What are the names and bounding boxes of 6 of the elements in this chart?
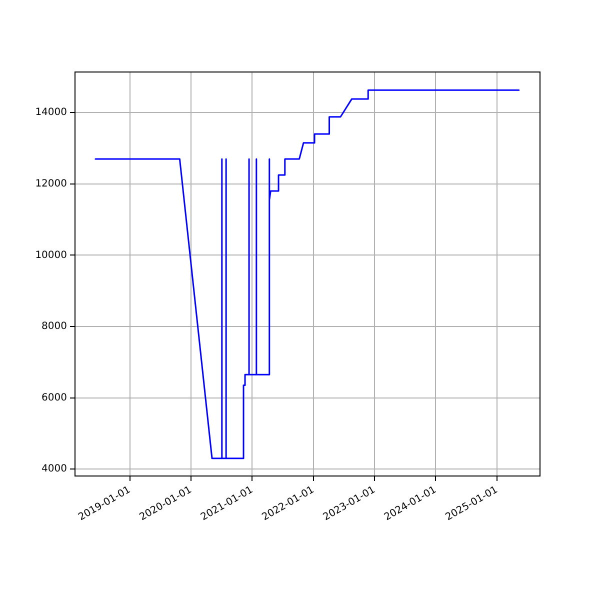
y-tick-label: 12000	[35, 178, 67, 190]
y-tick-label: 10000	[35, 250, 67, 261]
y-tick-label: 4000	[42, 464, 67, 475]
y-tick-label: 14000	[35, 107, 67, 118]
y-tick-label: 6000	[42, 392, 67, 404]
y-tick-label: 8000	[42, 321, 67, 332]
